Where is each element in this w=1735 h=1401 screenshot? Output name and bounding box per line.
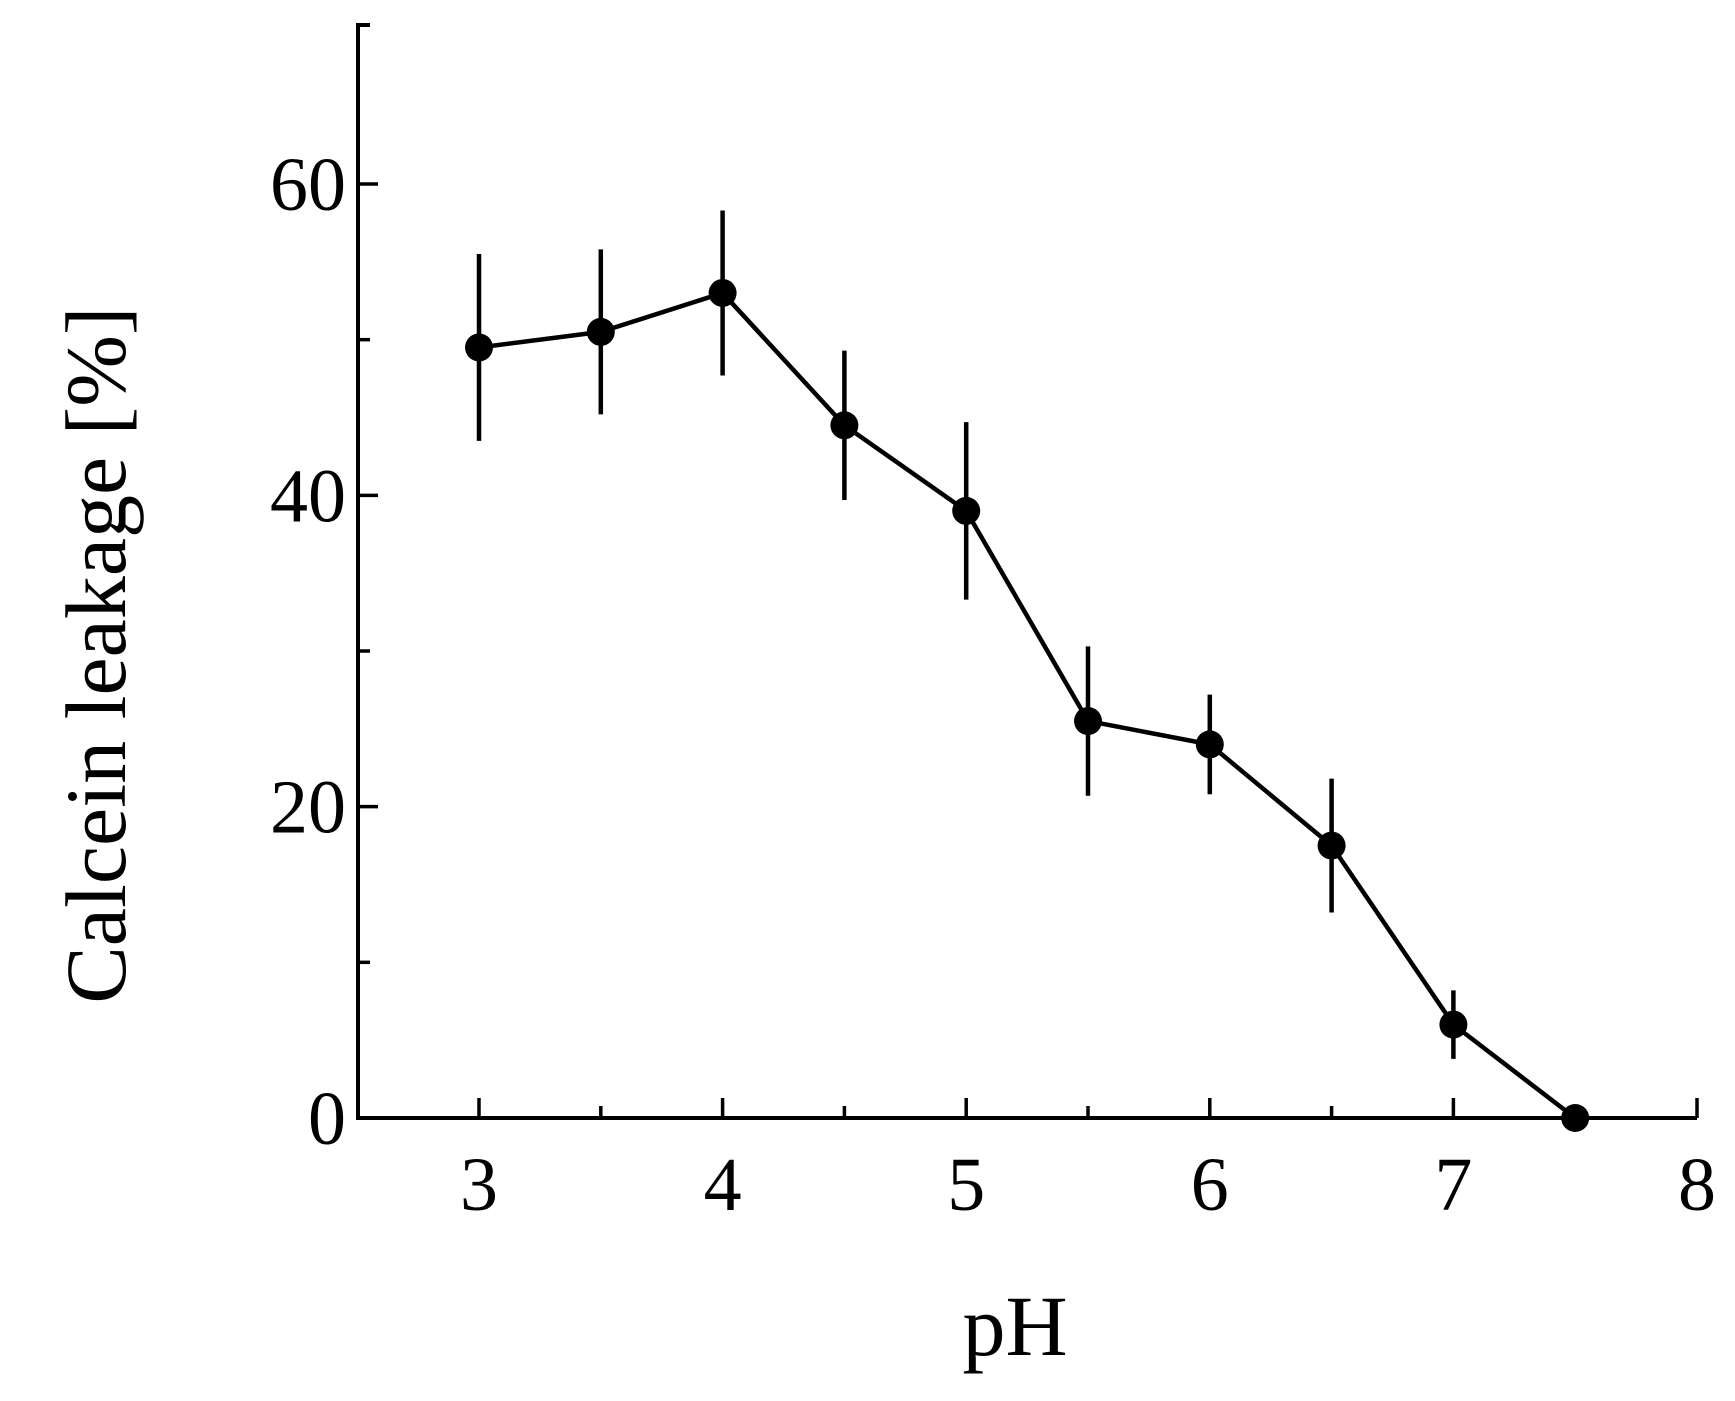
error-bars xyxy=(476,210,1456,1059)
y-tick-label: 40 xyxy=(270,454,346,538)
data-point xyxy=(952,496,981,525)
x-tick-label: 4 xyxy=(704,1143,742,1227)
data-point xyxy=(708,278,737,307)
axes xyxy=(356,23,1697,1120)
x-axis-ticks xyxy=(477,1098,1699,1118)
axis-frame xyxy=(356,23,1697,1120)
y-tick-label: 20 xyxy=(270,766,346,850)
y-axis-title: Calcein leakage [%] xyxy=(48,306,144,1003)
y-tick-label: 60 xyxy=(270,143,346,227)
x-tick-label: 6 xyxy=(1191,1143,1229,1227)
x-axis-tick-labels: 3 4 5 6 7 8 xyxy=(460,1143,1716,1227)
x-tick-label: 3 xyxy=(460,1143,498,1227)
y-axis-tick-labels: 0 20 40 60 xyxy=(270,143,346,1161)
data-point xyxy=(1195,730,1224,759)
data-point xyxy=(586,317,615,346)
x-axis-title: pH xyxy=(962,1278,1067,1374)
data-points xyxy=(465,278,1590,1132)
x-tick-label: 7 xyxy=(1434,1143,1472,1227)
data-point xyxy=(830,411,859,440)
x-tick-label: 8 xyxy=(1678,1143,1716,1227)
data-point xyxy=(1439,1010,1468,1039)
x-tick-label: 5 xyxy=(947,1143,985,1227)
data-point xyxy=(465,333,493,362)
series-line xyxy=(478,290,1577,1120)
y-axis-ticks xyxy=(358,182,378,1120)
data-point xyxy=(1317,831,1346,860)
data-point xyxy=(1074,707,1102,736)
data-point xyxy=(1561,1104,1590,1132)
y-tick-label: 0 xyxy=(308,1077,346,1161)
